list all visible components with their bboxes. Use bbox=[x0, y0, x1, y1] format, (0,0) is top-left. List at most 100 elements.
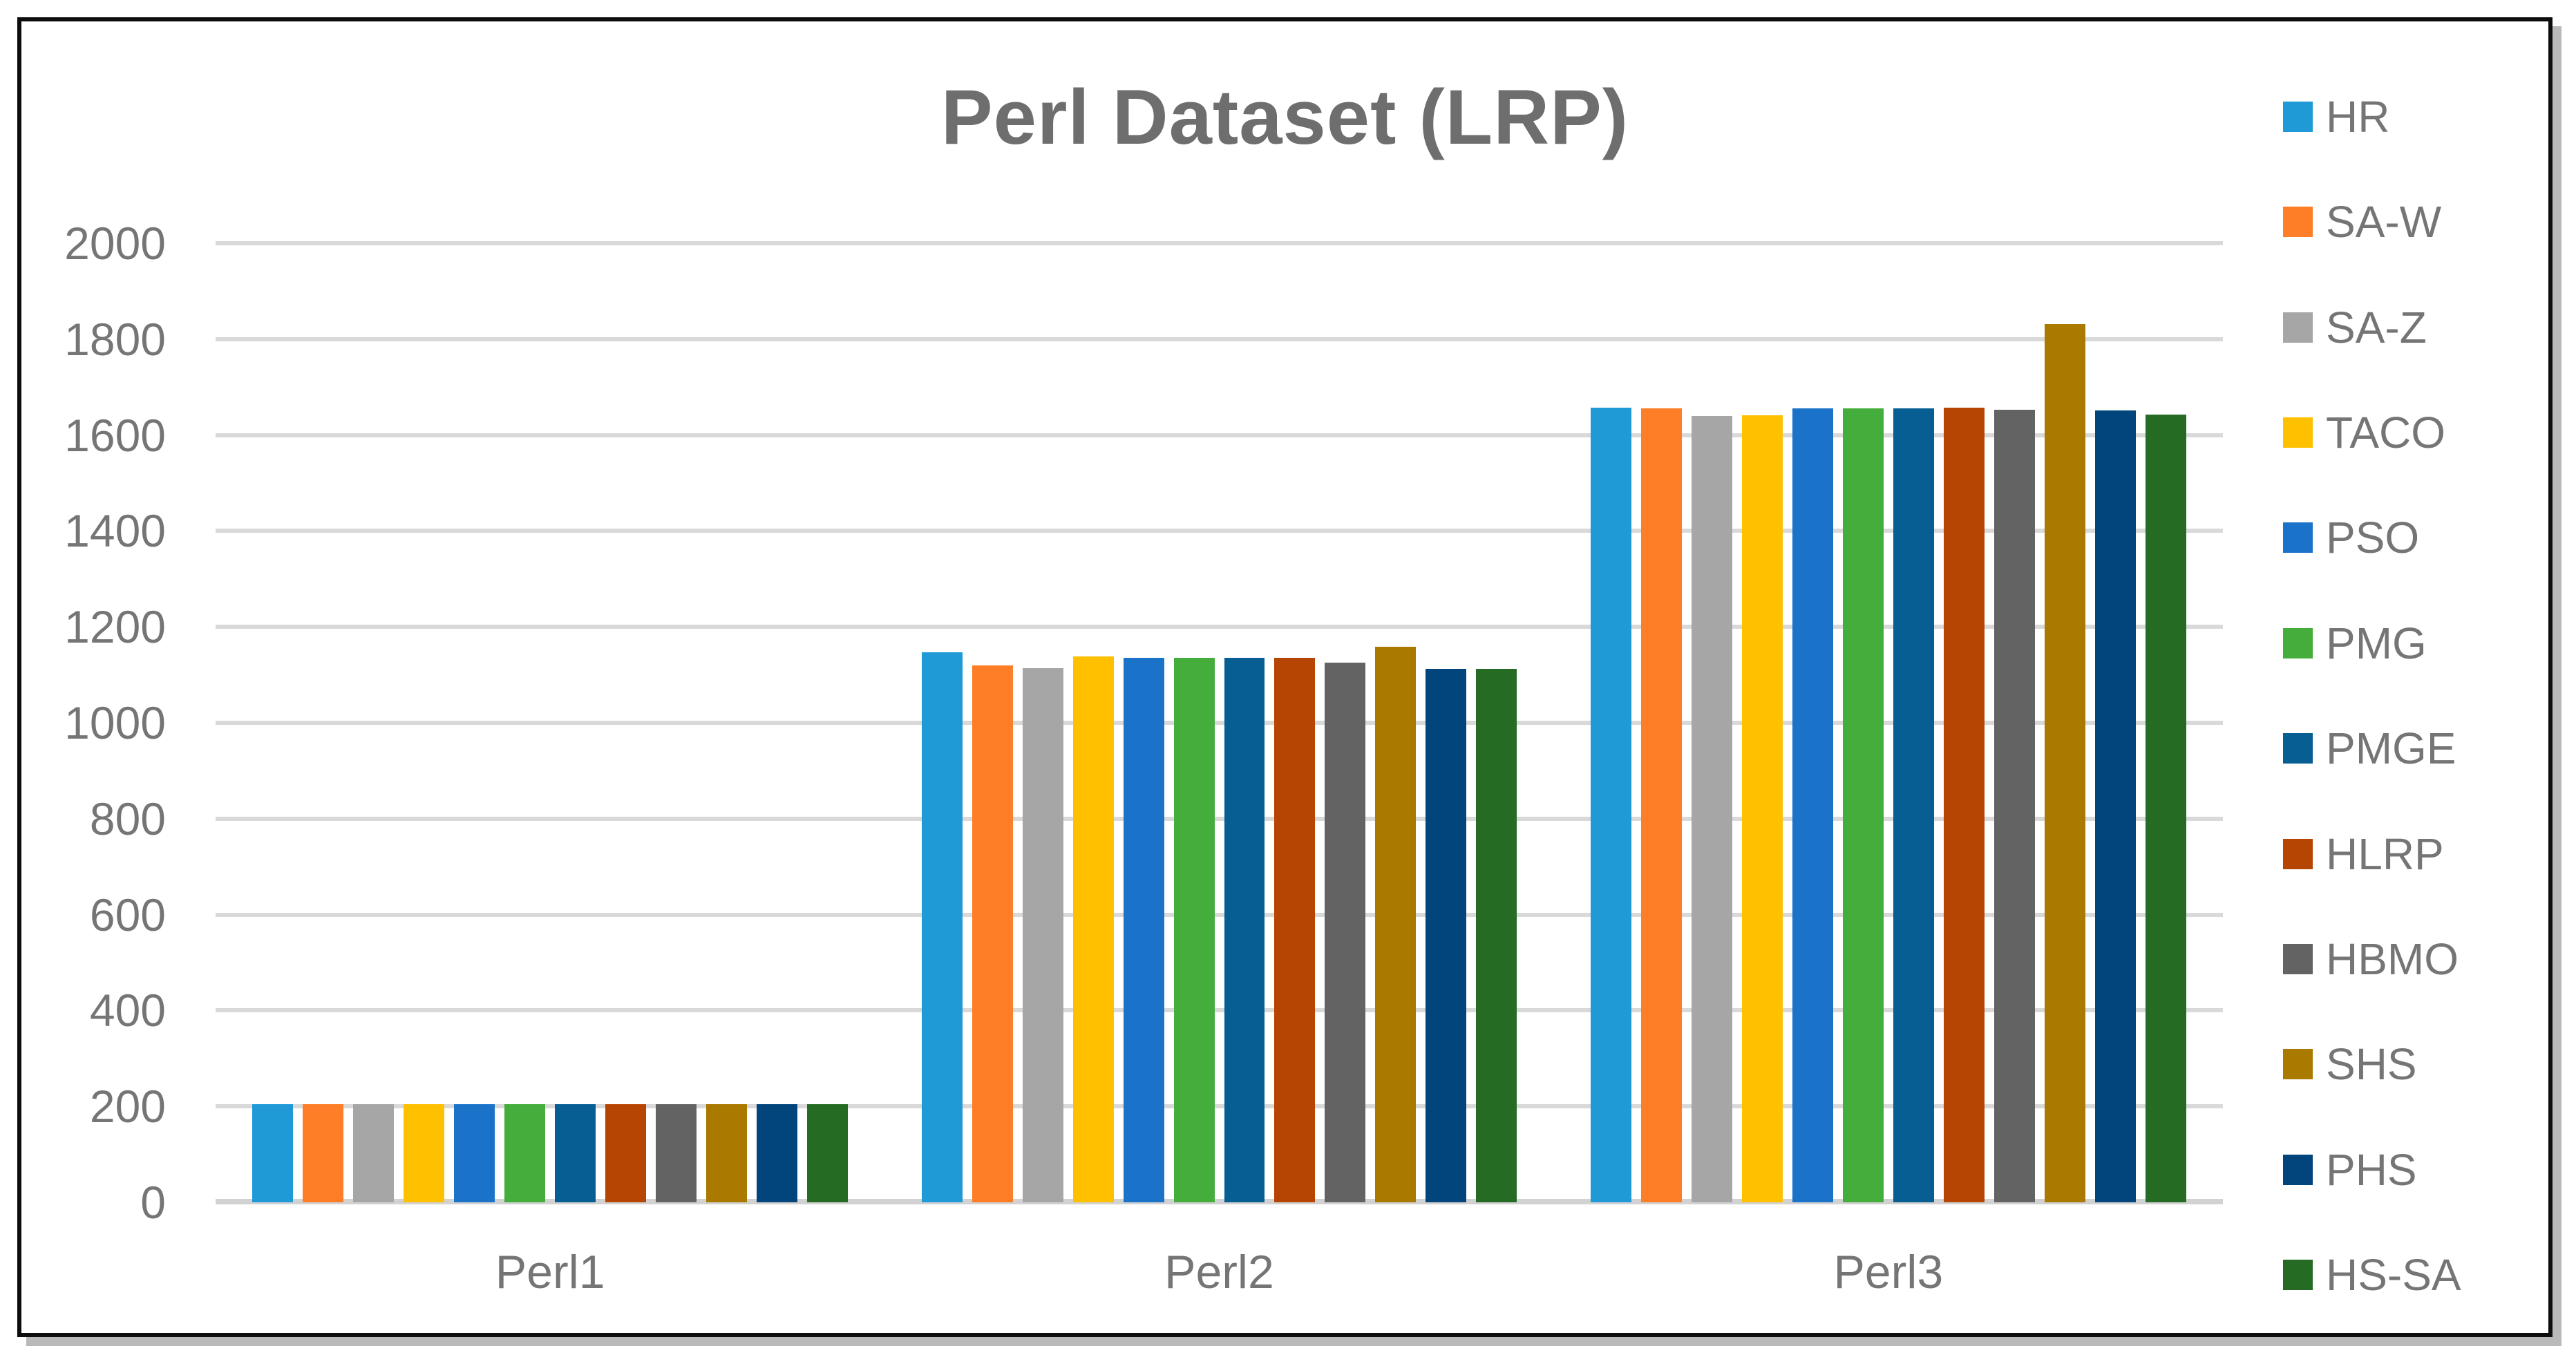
y-tick-label-1200: 1200 bbox=[64, 601, 166, 653]
legend-label-pmge: PMGE bbox=[2326, 723, 2456, 774]
category-slot-perl3 bbox=[1554, 243, 2223, 1202]
chart-title: Perl Dataset (LRP) bbox=[940, 74, 1629, 160]
legend-swatch-taco bbox=[2283, 417, 2313, 448]
x-category-label-perl3: Perl3 bbox=[1833, 1246, 1944, 1298]
y-tick-label-1000: 1000 bbox=[64, 697, 166, 748]
y-tick-label-400: 400 bbox=[89, 985, 166, 1036]
bar-hs-sa-perl1 bbox=[807, 1104, 849, 1202]
y-tick-label-0: 0 bbox=[140, 1177, 166, 1228]
bar-hr-perl3 bbox=[1590, 408, 1631, 1202]
legend-swatch-hlrp bbox=[2283, 838, 2313, 869]
gridline-400 bbox=[216, 1008, 2223, 1013]
legend-item-pso: PSO bbox=[2283, 515, 2461, 560]
legend-label-sa-z: SA-Z bbox=[2326, 302, 2427, 352]
legend-label-hbmo: HBMO bbox=[2326, 934, 2459, 984]
legend-item-phs: PHS bbox=[2283, 1148, 2461, 1192]
bar-groups bbox=[216, 243, 2223, 1202]
plot-area: 0 200 400 600 800 1000 1200 1400 1600 1800 2000 Pe… bbox=[64, 220, 2223, 1298]
bar-sa-z-perl1 bbox=[353, 1104, 395, 1202]
bar-phs-perl3 bbox=[2094, 410, 2136, 1202]
legend-label-sa-w: SA-W bbox=[2326, 197, 2442, 247]
legend-item-pmg: PMG bbox=[2283, 621, 2461, 665]
legend-item-pmge: PMGE bbox=[2283, 726, 2461, 770]
legend-item-hs-sa: HS-SA bbox=[2283, 1253, 2461, 1297]
bar-sa-z-perl2 bbox=[1022, 667, 1063, 1202]
legend-item-taco: TACO bbox=[2283, 410, 2461, 455]
bar-pmg-perl2 bbox=[1173, 658, 1215, 1202]
gridline-800 bbox=[216, 816, 2223, 821]
bar-taco-perl3 bbox=[1741, 415, 1783, 1202]
bar-pso-perl3 bbox=[1792, 408, 1833, 1202]
gridline-2000 bbox=[216, 241, 2223, 245]
y-tick-label-1600: 1600 bbox=[64, 409, 166, 461]
legend-label-pso: PSO bbox=[2326, 513, 2420, 563]
gridline-1200 bbox=[216, 625, 2223, 629]
bar-pmge-perl1 bbox=[555, 1104, 596, 1202]
bar-shs-perl1 bbox=[706, 1104, 748, 1202]
gridline-200 bbox=[216, 1104, 2223, 1109]
bar-hbmo-perl3 bbox=[1993, 409, 2035, 1202]
gridline-600 bbox=[216, 912, 2223, 917]
y-tick-label-2000: 2000 bbox=[64, 218, 166, 269]
legend-swatch-hs-sa bbox=[2283, 1259, 2313, 1290]
bar-hs-sa-perl2 bbox=[1476, 669, 1517, 1202]
bar-hr-perl2 bbox=[921, 652, 963, 1202]
legend-item-hr: HR bbox=[2283, 95, 2461, 139]
y-tick-label-1400: 1400 bbox=[64, 505, 166, 557]
bar-sa-z-perl3 bbox=[1691, 415, 1732, 1202]
bar-sa-w-perl2 bbox=[972, 665, 1013, 1202]
bar-shs-perl2 bbox=[1375, 646, 1417, 1202]
bar-pmge-perl3 bbox=[1893, 408, 1934, 1202]
category-slot-perl1 bbox=[216, 243, 884, 1202]
bar-phs-perl1 bbox=[757, 1104, 798, 1202]
legend-item-hbmo: HBMO bbox=[2283, 937, 2461, 981]
bar-phs-perl2 bbox=[1426, 669, 1467, 1202]
bar-taco-perl1 bbox=[404, 1104, 445, 1202]
bar-hlrp-perl3 bbox=[1943, 408, 1985, 1202]
bar-pmg-perl3 bbox=[1842, 408, 1884, 1202]
legend-label-hlrp: HLRP bbox=[2326, 828, 2444, 879]
legend-item-shs: SHS bbox=[2283, 1042, 2461, 1086]
category-axis-labels: Perl1 Perl2 Perl3 bbox=[216, 1202, 2223, 1299]
legend: HR SA-W SA-Z TACO PSO PMG PMGE HLRP HBMO SHS PHS HS… bbox=[2283, 95, 2461, 1297]
gridline-1800 bbox=[216, 337, 2223, 341]
bar-pmg-perl1 bbox=[504, 1104, 546, 1202]
gridline-0 bbox=[216, 1199, 2223, 1204]
legend-swatch-shs bbox=[2283, 1049, 2313, 1080]
legend-swatch-hr bbox=[2283, 102, 2313, 132]
y-tick-label-1800: 1800 bbox=[64, 313, 166, 365]
y-tick-label-200: 200 bbox=[89, 1081, 166, 1133]
legend-label-hr: HR bbox=[2326, 92, 2390, 142]
legend-swatch-pso bbox=[2283, 522, 2313, 553]
legend-item-hlrp: HLRP bbox=[2283, 832, 2461, 876]
legend-label-taco: TACO bbox=[2326, 408, 2446, 458]
bar-group-perl2 bbox=[921, 243, 1517, 1202]
legend-label-pmg: PMG bbox=[2326, 618, 2427, 668]
bar-shs-perl3 bbox=[2044, 323, 2085, 1202]
bar-group-perl3 bbox=[1590, 243, 2186, 1202]
legend-item-sa-z: SA-Z bbox=[2283, 305, 2461, 350]
y-tick-label-800: 800 bbox=[89, 793, 166, 844]
legend-swatch-pmge bbox=[2283, 733, 2313, 764]
legend-swatch-phs bbox=[2283, 1154, 2313, 1185]
bar-pso-perl1 bbox=[454, 1104, 495, 1202]
bar-sa-w-perl1 bbox=[303, 1104, 344, 1202]
chart-figure: Perl Dataset (LRP) 0 200 400 600 800 1000 1200… bbox=[17, 17, 2553, 1337]
bar-sa-w-perl3 bbox=[1640, 408, 1682, 1202]
gridline-1600 bbox=[216, 433, 2223, 437]
x-category-label-perl2: Perl2 bbox=[1164, 1246, 1274, 1298]
bar-hlrp-perl2 bbox=[1274, 657, 1316, 1202]
bar-hs-sa-perl3 bbox=[2145, 415, 2186, 1202]
gridline-1400 bbox=[216, 529, 2223, 533]
y-tick-label-600: 600 bbox=[89, 889, 166, 940]
legend-label-shs: SHS bbox=[2326, 1039, 2417, 1090]
legend-swatch-pmg bbox=[2283, 627, 2313, 659]
bar-hbmo-perl1 bbox=[656, 1104, 697, 1202]
bar-pso-perl2 bbox=[1123, 658, 1164, 1202]
x-category-label-perl1: Perl1 bbox=[495, 1246, 605, 1298]
legend-swatch-sa-z bbox=[2283, 312, 2313, 343]
bar-taco-perl2 bbox=[1072, 656, 1114, 1202]
legend-item-sa-w: SA-W bbox=[2283, 200, 2461, 244]
legend-label-phs: PHS bbox=[2326, 1144, 2417, 1195]
bar-hbmo-perl2 bbox=[1325, 662, 1366, 1202]
